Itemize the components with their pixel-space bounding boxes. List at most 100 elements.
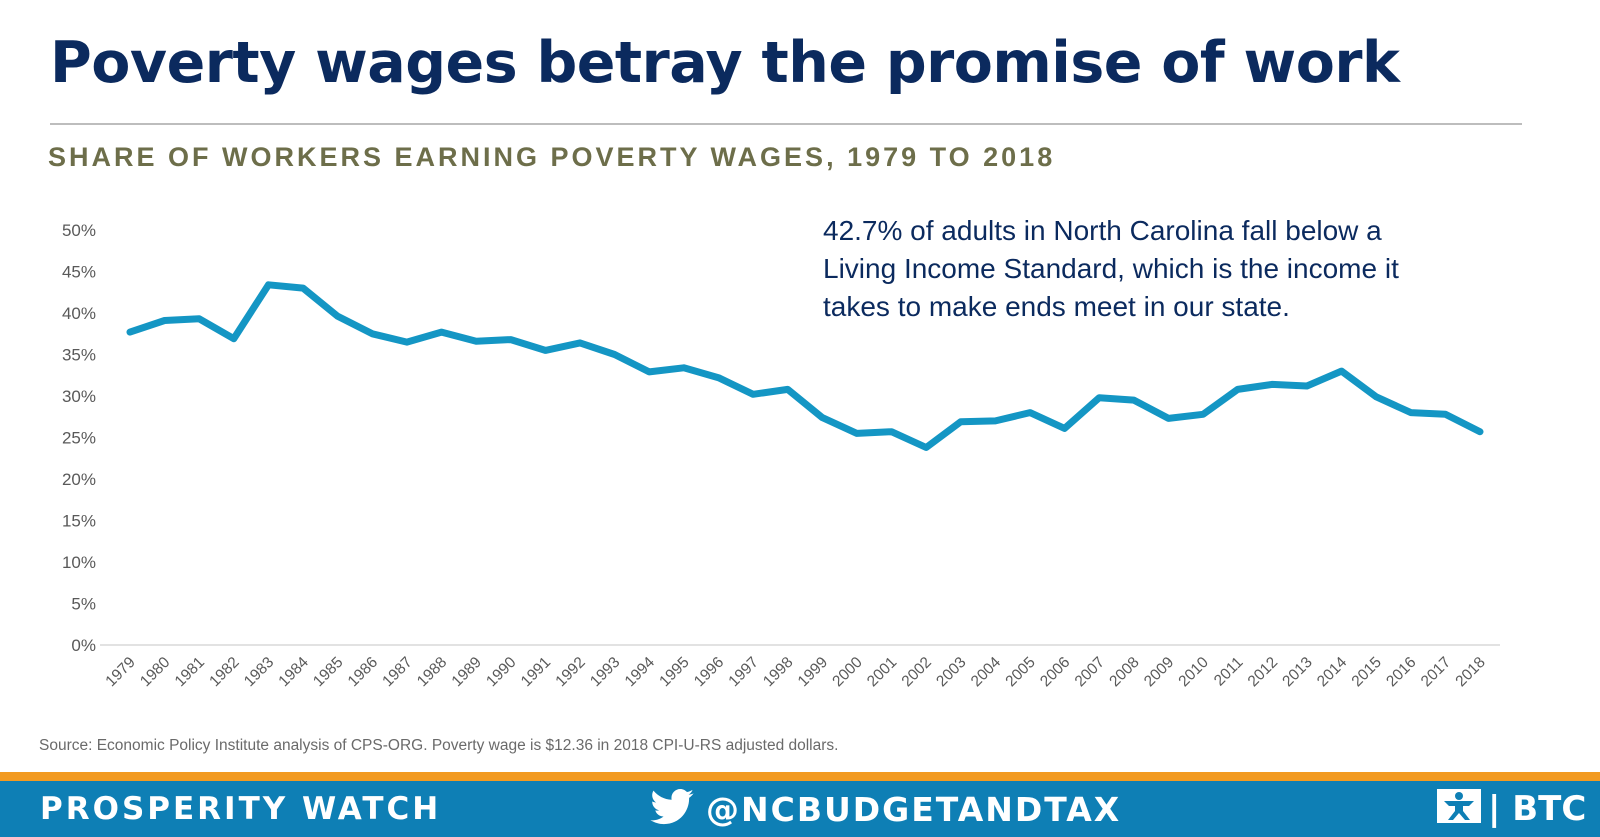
- data-point: [957, 418, 964, 425]
- logo-text: | BTC: [1488, 789, 1586, 829]
- data-point: [1477, 428, 1483, 435]
- x-tick-label: 2005: [1002, 654, 1038, 690]
- data-point: [265, 281, 272, 288]
- y-tick-label: 5%: [71, 595, 96, 614]
- x-tick-label: 2011: [1211, 654, 1247, 690]
- x-tick-label: 2017: [1418, 654, 1454, 690]
- chart-subtitle: SHARE OF WORKERS EARNING POVERTY WAGES, …: [48, 142, 1056, 172]
- data-point: [1130, 397, 1137, 404]
- x-tick-label: 2001: [864, 654, 900, 690]
- x-tick-label: 1984: [276, 654, 313, 691]
- x-tick-label: 1979: [102, 654, 138, 690]
- y-tick-label: 20%: [62, 470, 96, 489]
- data-point: [1442, 411, 1449, 418]
- data-point: [438, 329, 445, 336]
- annotation-line-2: Living Income Standard, which is the inc…: [823, 253, 1399, 284]
- x-tick-label: 1985: [310, 654, 346, 690]
- annotation-line-1: 42.7% of adults in North Carolina fall b…: [823, 215, 1382, 246]
- x-tick-label: 1983: [241, 654, 277, 690]
- footer-accent-bar: [0, 772, 1600, 781]
- x-tick-label: 2004: [968, 654, 1005, 691]
- twitter-handle[interactable]: @NCBUDGETANDTAX: [706, 790, 1122, 829]
- x-tick-label: 2002: [899, 654, 935, 690]
- series-line: [126, 281, 1484, 451]
- data-point: [784, 386, 791, 393]
- y-tick-label: 15%: [62, 512, 96, 531]
- page-title: Poverty wages betray the promise of work: [50, 30, 1400, 96]
- data-point: [196, 315, 203, 322]
- data-point: [1373, 393, 1380, 400]
- data-point: [1303, 383, 1310, 390]
- logo-letters: BTC: [1512, 788, 1587, 829]
- x-tick-label: 2006: [1037, 654, 1073, 690]
- x-tick-label: 2010: [1176, 654, 1213, 691]
- line-chart: 0% 5% 10% 15% 20% 25% 30% 35% 40% 45% 50% 19791980…: [62, 221, 1500, 691]
- data-point: [542, 347, 549, 354]
- data-point: [127, 329, 133, 336]
- x-tick-label: 1999: [795, 654, 831, 690]
- data-point: [230, 335, 237, 342]
- data-point: [646, 368, 653, 375]
- x-tick-label: 1986: [345, 654, 381, 690]
- x-tick-label: 1982: [206, 654, 242, 690]
- title-divider: [50, 123, 1522, 125]
- data-point: [403, 339, 410, 346]
- x-tick-label: 2008: [1106, 654, 1142, 690]
- x-tick-label: 2000: [829, 654, 866, 691]
- y-axis: 0% 5% 10% 15% 20% 25% 30% 35% 40% 45% 50%: [62, 221, 96, 655]
- data-point: [715, 374, 722, 381]
- x-tick-label: 1998: [760, 654, 796, 690]
- data-point: [369, 330, 376, 337]
- source-note: Source: Economic Policy Institute analys…: [39, 737, 839, 754]
- data-point: [1234, 386, 1241, 393]
- x-tick-label: 1987: [379, 654, 415, 690]
- x-tick-label: 2015: [1349, 654, 1385, 690]
- y-tick-label: 25%: [62, 429, 96, 448]
- x-tick-label: 2012: [1245, 654, 1281, 690]
- x-tick-label: 1989: [449, 654, 485, 690]
- y-tick-label: 0%: [71, 636, 96, 655]
- y-tick-label: 30%: [62, 387, 96, 406]
- x-tick-label: 1992: [552, 654, 588, 690]
- data-point: [1338, 368, 1345, 375]
- data-point: [473, 338, 480, 345]
- data-point: [750, 391, 757, 398]
- data-point: [1061, 425, 1068, 432]
- x-tick-label: 1993: [587, 654, 623, 690]
- data-point: [992, 417, 999, 424]
- footer-program-label: PROSPERITY WATCH: [40, 791, 442, 827]
- data-point: [888, 428, 895, 435]
- data-point: [923, 444, 930, 451]
- logo-separator: |: [1488, 788, 1501, 829]
- chart-annotation: 42.7% of adults in North Carolina fall b…: [823, 212, 1523, 326]
- data-point: [853, 430, 860, 437]
- data-point: [161, 317, 168, 324]
- x-tick-label: 2016: [1383, 654, 1419, 690]
- data-point: [507, 336, 514, 343]
- footer-bar: PROSPERITY WATCH @NCBUDGETANDTAX | BTC: [0, 781, 1600, 837]
- x-tick-label: 1997: [726, 654, 762, 690]
- x-tick-label: 2003: [933, 654, 969, 690]
- data-point: [577, 339, 583, 346]
- x-tick-label: 1995: [656, 654, 692, 690]
- x-axis: 1979198019811982198319841985198619871988…: [102, 654, 1488, 691]
- data-point: [1165, 415, 1172, 422]
- x-tick-label: 1980: [137, 654, 174, 691]
- x-tick-label: 1981: [172, 654, 208, 690]
- x-tick-label: 2013: [1279, 654, 1315, 690]
- x-tick-label: 1988: [414, 654, 450, 690]
- data-point: [1407, 409, 1414, 416]
- btc-figure-icon: [1436, 787, 1482, 830]
- x-tick-label: 1996: [691, 654, 727, 690]
- data-point: [1027, 409, 1033, 416]
- y-tick-label: 10%: [62, 553, 96, 572]
- x-tick-label: 2014: [1314, 654, 1351, 691]
- footer-social[interactable]: @NCBUDGETANDTAX: [650, 789, 1121, 830]
- twitter-bird-icon: [650, 789, 694, 830]
- x-tick-label: 2007: [1072, 654, 1108, 690]
- annotation-line-3: takes to make ends meet in our state.: [823, 291, 1290, 322]
- x-tick-label: 1994: [622, 654, 659, 691]
- y-tick-label: 45%: [62, 263, 96, 282]
- data-point: [1200, 411, 1207, 418]
- x-tick-label: 1990: [483, 654, 520, 691]
